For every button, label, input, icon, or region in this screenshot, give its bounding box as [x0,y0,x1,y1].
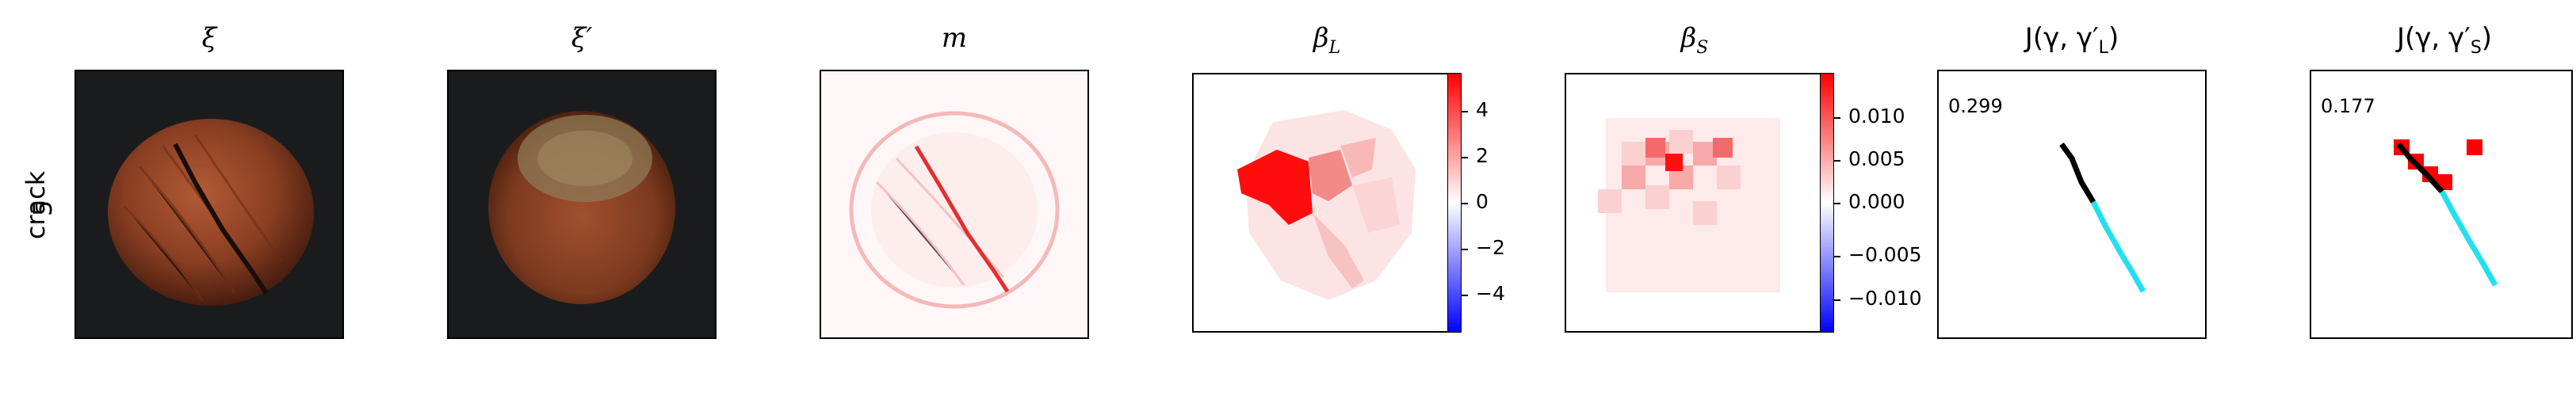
panel-title-j-l: J(γ, γ′L) [2024,22,2119,58]
colorbar-l-tick: 0 [1476,190,1489,213]
jaccard-score: 0.177 [2321,95,2375,117]
colorbar-l-tick: −4 [1476,282,1505,305]
colorbar-l-tick: −2 [1476,236,1505,259]
colorbar-beta-l [1447,73,1462,333]
image-j-l: 0.299 [1937,70,2207,339]
overlap-map-l [2059,142,2146,293]
tick [1834,256,1840,257]
colorbar-l-tick: 2 [1476,144,1489,167]
panel-title-beta-l: βL [1313,22,1341,58]
colorbar-beta-s [1820,73,1834,333]
tick [1462,203,1468,204]
panel-title-xi-prime: ξ′ [571,22,593,54]
colorbar-s-tick: 0.005 [1848,147,1905,170]
panel-title-xi: ξ [201,22,217,54]
tick [1462,295,1468,296]
colorbar-s-tick: 0.000 [1848,190,1905,213]
row-label-index: 5 [28,200,59,217]
tick [1834,299,1840,301]
tick [1462,111,1468,112]
image-m [820,70,1089,339]
panel-title-m: m [941,22,968,54]
tick [1834,160,1840,162]
tick [1834,203,1840,204]
image-j-s: 0.177 [2310,70,2573,339]
colorbar-l-tick: 4 [1476,98,1489,121]
colorbar-s-tick: 0.010 [1848,105,1905,128]
colorbar-s-tick: −0.005 [1848,243,1922,266]
tick [1834,117,1840,119]
image-xi-prime [447,70,717,339]
image-xi [75,70,344,339]
beta-s-grid-map [1598,118,1780,292]
tick [1462,249,1468,250]
image-beta-l [1192,73,1452,333]
overlap-map-s [2394,139,2498,287]
beta-l-superpixel-map [1237,110,1416,300]
hazelnut-reference-image [488,111,675,304]
difference-map [849,111,1060,309]
colorbar-s-tick: −0.010 [1848,287,1922,310]
row-label: crack 5 [0,143,63,269]
image-beta-s [1565,73,1825,333]
tick [1462,157,1468,158]
jaccard-score: 0.299 [1948,95,2003,117]
hazelnut-cracked-image [108,119,314,306]
panel-title-j-s: J(γ, γ′S) [2396,22,2493,58]
panel-title-beta-s: βS [1680,22,1709,58]
